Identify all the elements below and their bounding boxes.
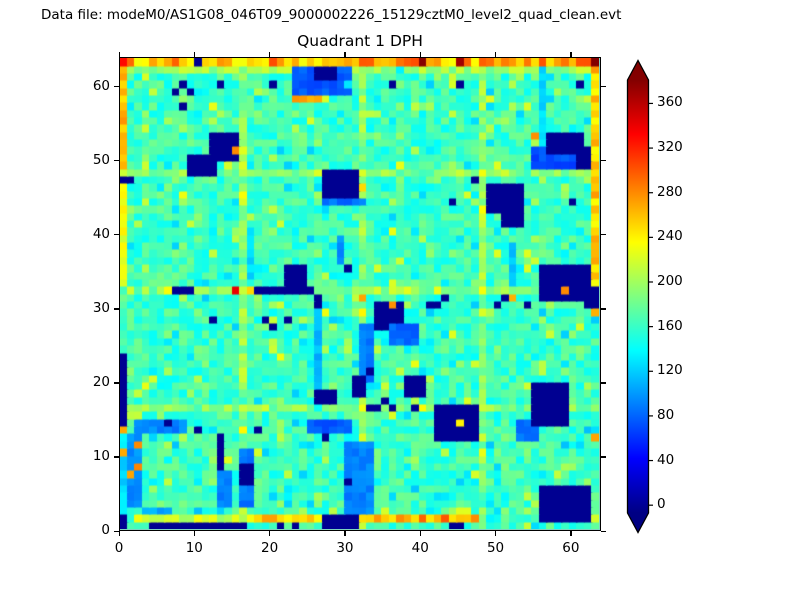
tick-mark: [601, 308, 606, 310]
plot-area: [119, 57, 601, 531]
tick-mark: [118, 531, 120, 536]
y-tick-label: 50: [92, 151, 110, 168]
tick-mark: [601, 160, 606, 162]
y-tick-label: 10: [92, 447, 110, 464]
colorbar-tick-label: 80: [657, 406, 675, 423]
tick-mark: [495, 52, 497, 57]
colorbar: [626, 59, 653, 534]
y-tick-label: 40: [92, 225, 110, 242]
tick-mark: [344, 531, 346, 536]
heatmap-canvas: [120, 58, 599, 529]
tick-mark: [114, 382, 119, 384]
tick-mark: [601, 382, 606, 384]
tick-mark: [114, 160, 119, 162]
x-tick-label: 30: [336, 540, 354, 556]
colorbar-tick-label: 120: [657, 362, 683, 379]
plot-title: Quadrant 1 DPH: [297, 32, 423, 50]
y-tick-label: 60: [92, 77, 110, 94]
tick-mark: [570, 52, 572, 57]
colorbar-ticks: [648, 102, 653, 506]
y-tick-label: 30: [92, 299, 110, 316]
tick-mark: [601, 456, 606, 458]
tick-mark: [344, 52, 346, 57]
tick-mark: [114, 86, 119, 88]
datafile-label: Data file: modeM0/AS1G08_046T09_90000022…: [41, 7, 622, 23]
colorbar-tick-label: 40: [657, 451, 675, 468]
tick-mark: [269, 531, 271, 536]
x-tick-label: 50: [486, 540, 505, 556]
y-tick-label: 20: [92, 373, 110, 390]
tick-mark: [419, 531, 421, 536]
tick-mark: [419, 52, 421, 57]
tick-mark: [495, 531, 497, 536]
tick-mark: [114, 234, 119, 236]
tick-mark: [193, 52, 195, 57]
y-tick-label: 0: [101, 522, 110, 538]
colorbar-tick-label: 360: [657, 94, 683, 111]
tick-mark: [114, 308, 119, 310]
tick-mark: [601, 530, 606, 532]
x-tick-label: 10: [185, 540, 203, 556]
tick-mark: [601, 234, 606, 236]
tick-mark: [193, 531, 195, 536]
x-tick-label: 20: [261, 540, 279, 556]
colorbar-tick-label: 320: [657, 139, 683, 156]
x-tick-label: 40: [411, 540, 429, 556]
tick-mark: [570, 531, 572, 536]
x-tick-label: 0: [114, 540, 124, 556]
colorbar-tick-label: 240: [657, 228, 683, 245]
colorbar-tick-label: 280: [657, 183, 683, 200]
tick-mark: [118, 52, 120, 57]
tick-mark: [114, 530, 119, 532]
tick-mark: [114, 456, 119, 458]
colorbar-tick-label: 160: [657, 317, 683, 334]
tick-mark: [269, 52, 271, 57]
x-tick-label: 60: [562, 540, 580, 556]
colorbar-bar: [626, 59, 650, 534]
colorbar-tick-label: 0: [657, 496, 666, 513]
colorbar-tick-label: 200: [657, 272, 683, 289]
tick-mark: [601, 86, 606, 88]
